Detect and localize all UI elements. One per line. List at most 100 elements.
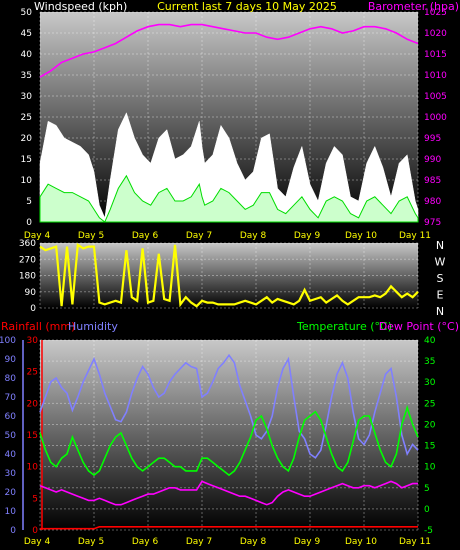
temp-panel: Day 4 Day 5 Day 6 Day 7 Day 8 Day 9 Day 10 Day …: [0, 320, 459, 547]
compass-3: E: [437, 289, 444, 302]
hum-tick-0: 0: [10, 526, 16, 536]
wind-tick-3: 15: [21, 155, 32, 165]
baro-tick-6: 1005: [424, 92, 447, 102]
temp-tick-8: 35: [424, 357, 435, 367]
wind-day-4: Day 8: [240, 231, 267, 241]
temperature-axis-title: Temperature (°C): [296, 320, 392, 333]
temp-day-4: Day 8: [240, 537, 267, 547]
temp-tick-6: 25: [424, 399, 435, 409]
barometer-axis-title: Barometer (hpa): [368, 0, 459, 13]
rainfall-axis-title: Rainfall (mm): [1, 320, 75, 333]
rain-tick-3: 15: [27, 431, 38, 441]
wind-day-0: Day 4: [24, 231, 51, 241]
hum-tick-3: 30: [5, 469, 17, 479]
rain-tick-5: 25: [27, 368, 38, 378]
humidity-ticks: 0 10 20 30 40 50 60 70 80 90 100: [0, 336, 16, 536]
temp-grid: [39, 339, 419, 531]
compass-4: N: [436, 305, 444, 318]
temperature-ticks: -5 0 5 10 15 20 25 30 35 40: [424, 336, 436, 536]
temp-day-7: Day 11: [399, 537, 431, 547]
wind-tick-1: 5: [26, 197, 32, 207]
temp-day-2: Day 6: [132, 537, 159, 547]
temp-tick-9: 40: [424, 336, 436, 346]
dir-tick-2: 180: [19, 272, 36, 282]
temperature-line: [39, 404, 419, 477]
dewpoint-axis-title: Dew Point (°C): [379, 320, 459, 333]
temp-tick-2: 5: [424, 484, 430, 494]
rain-ticks: 0 5 10 15 20 25 30: [27, 336, 39, 536]
wind-tick-8: 40: [21, 50, 33, 60]
baro-tick-8: 1015: [424, 50, 447, 60]
wind-tick-5: 25: [21, 113, 32, 123]
wind-right-ticks: 975 980 985 990 995 1000 1005 1010 1015 1020 1025: [424, 8, 447, 228]
wind-tick-4: 20: [21, 134, 33, 144]
hum-tick-1: 10: [5, 507, 17, 517]
wind-day-5: Day 9: [294, 231, 321, 241]
wind-direction-trace: [39, 242, 419, 308]
wind-day-labels: Day 4 Day 5 Day 6 Day 7 Day 8 Day 9 Day 10 Day …: [24, 231, 431, 241]
dir-tick-1: 90: [25, 288, 37, 298]
dir-tick-4: 360: [19, 239, 36, 249]
direction-grid: [39, 242, 419, 309]
wind-tick-10: 50: [21, 8, 33, 18]
wind-panel: Day 4 Day 5 Day 6 Day 7 Day 8 Day 9 Day 10 Day …: [21, 0, 459, 241]
wind-axis-title: Windspeed (kph): [34, 0, 127, 13]
dir-tick-3: 270: [19, 255, 36, 265]
wind-day-6: Day 10: [345, 231, 377, 241]
baro-tick-1: 980: [424, 197, 441, 207]
hum-tick-8: 80: [5, 374, 17, 384]
wind-day-2: Day 6: [132, 231, 159, 241]
baro-tick-9: 1020: [424, 29, 447, 39]
baro-tick-0: 975: [424, 218, 441, 228]
compass-2: S: [437, 272, 444, 285]
wind-tick-0: 0: [26, 218, 32, 228]
humidity-line: [39, 353, 419, 459]
rain-tick-0: 0: [32, 526, 38, 536]
direction-ticks: 0 90 180 270 360: [19, 239, 36, 314]
baro-tick-3: 990: [424, 155, 441, 165]
hum-tick-9: 90: [5, 355, 17, 365]
temp-tick-5: 20: [424, 420, 436, 430]
temp-tick-3: 10: [424, 463, 436, 473]
hum-tick-4: 40: [5, 450, 17, 460]
wind-tick-6: 30: [21, 92, 33, 102]
barometer-line: [39, 23, 419, 78]
average-wind-area: [39, 174, 419, 223]
temp-tick-1: 0: [424, 505, 430, 515]
hum-tick-7: 70: [5, 393, 17, 403]
hum-tick-10: 100: [0, 336, 16, 346]
wind-left-ticks: 0 5 10 15 20 25 30 35 40 45 50: [21, 8, 33, 228]
wind-tick-2: 10: [21, 176, 33, 186]
hum-tick-2: 20: [5, 488, 17, 498]
direction-plot-area: [40, 243, 418, 308]
rain-tick-6: 30: [27, 336, 39, 346]
temp-day-0: Day 4: [24, 537, 51, 547]
temp-day-3: Day 7: [186, 537, 212, 547]
temp-day-5: Day 9: [294, 537, 321, 547]
dew-point-line: [39, 480, 418, 506]
rain-tick-1: 5: [32, 494, 38, 504]
baro-tick-4: 995: [424, 134, 441, 144]
wind-day-7: Day 11: [399, 231, 431, 241]
hum-tick-6: 60: [5, 412, 17, 422]
compass-0: N: [436, 239, 444, 252]
wind-day-3: Day 7: [186, 231, 212, 241]
temp-tick-7: 30: [424, 378, 436, 388]
baro-tick-2: 985: [424, 176, 441, 186]
baro-tick-5: 1000: [424, 113, 447, 123]
rain-tick-2: 10: [27, 463, 39, 473]
temp-tick-4: 15: [424, 442, 435, 452]
wind-tick-7: 35: [21, 71, 32, 81]
compass-1: W: [435, 256, 446, 269]
rain-tick-4: 20: [27, 399, 39, 409]
baro-tick-7: 1010: [424, 71, 447, 81]
dir-tick-0: 0: [30, 304, 36, 314]
wind-tick-9: 45: [21, 29, 32, 39]
hum-tick-5: 50: [5, 431, 17, 441]
wind-day-1: Day 5: [78, 231, 104, 241]
chart-title: Current last 7 days 10 May 2025: [157, 0, 337, 13]
baro-tick-10: 1025: [424, 8, 447, 18]
